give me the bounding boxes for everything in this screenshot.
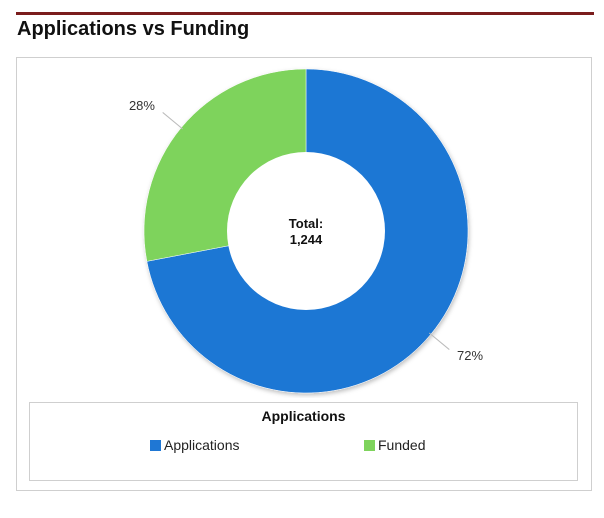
legend-swatch-applications [150,439,161,451]
leader-line-applications [428,332,450,350]
chart-panel: 72% 28% Total: 1,244 Applications Applica… [16,57,592,491]
donut-chart: 72% 28% Total: 1,244 [129,68,483,394]
legend-item-applications[interactable]: Applications [150,437,240,453]
leader-line-funded [162,112,184,130]
legend-label-funded: Funded [378,437,426,453]
title-rule [16,12,594,15]
center-total-label: Total: [289,216,323,231]
legend: Applications Applications Funded [29,402,578,481]
data-label-applications: 72% [457,348,483,363]
center-total-value: 1,244 [290,232,323,247]
donut-hole [227,152,385,310]
legend-item-funded[interactable]: Funded [364,437,425,453]
legend-label-applications: Applications [164,437,240,453]
legend-title: Applications [261,408,346,424]
legend-swatch-funded [364,439,375,451]
data-label-funded: 28% [129,98,155,113]
page-title: Applications vs Funding [17,18,250,40]
